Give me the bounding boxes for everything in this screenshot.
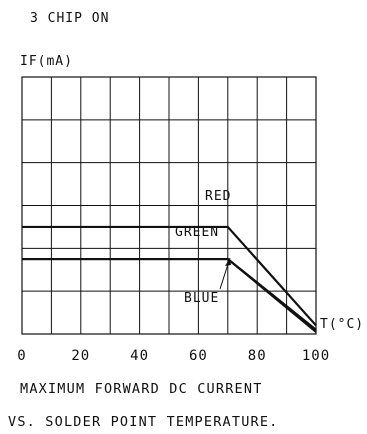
grid [21,76,317,335]
series-line-red [22,225,317,327]
x-tick-label: 40 [130,348,149,364]
x-tick-label: 60 [189,348,208,364]
x-tick-labels: 0 20 40 60 80 100 [17,348,330,364]
series-labels: RED GREEN BLUE [175,189,231,306]
series-label-blue: BLUE [184,291,219,306]
y-axis-label: IF(mA) [20,54,73,69]
x-tick-label: 20 [71,348,90,364]
chart-title: 3 CHIP ON [30,11,109,26]
x-axis-label: T(°C) [320,317,364,332]
x-tick-label: 0 [17,348,26,364]
x-tick-label: 80 [248,348,267,364]
series-label-green: GREEN [175,225,219,240]
series-lines [22,225,317,333]
caption-line-1: MAXIMUM FORWARD DC CURRENT [20,381,263,397]
x-tick-label: 100 [302,348,330,364]
blue-leader-arrow [225,258,231,266]
caption-line-2: VS. SOLDER POINT TEMPERATURE. [8,414,279,430]
series-line-blue [22,257,317,333]
plot-frame [21,76,317,335]
series-label-red: RED [205,189,231,204]
